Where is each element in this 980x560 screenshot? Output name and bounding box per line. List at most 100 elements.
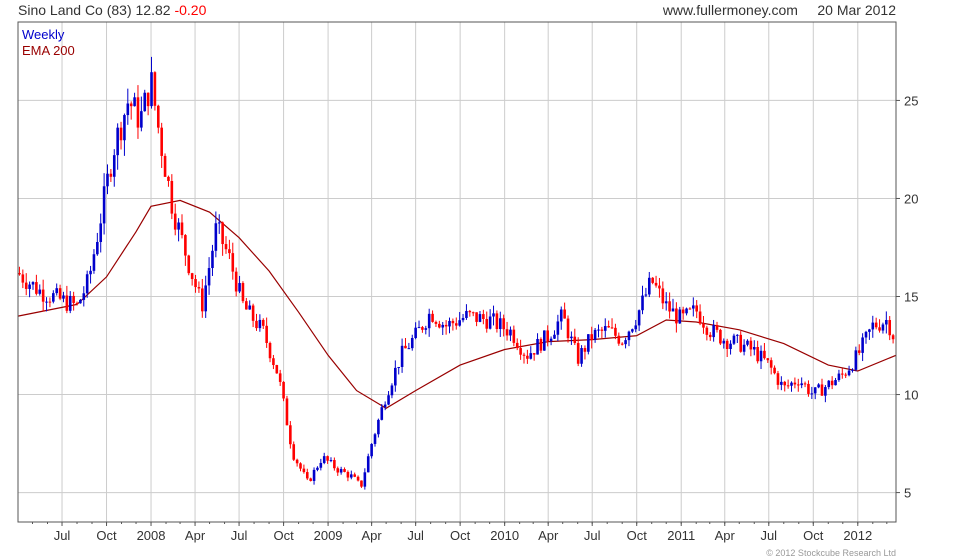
candle-body [329,460,333,462]
candle-body [549,338,553,342]
legend-weekly: Weekly [22,27,65,42]
candle-body [444,324,448,327]
candle-body [204,285,207,312]
candle-body [776,373,780,385]
candle-body [322,456,326,463]
candle-body [156,105,160,128]
candle-body [830,380,834,386]
candle-body [492,313,495,317]
x-tick-label: Apr [185,528,206,543]
x-tick-label: Jul [584,528,601,543]
candle-body [681,309,685,314]
candle-body [224,244,228,250]
candle-body [336,468,340,473]
candle-body [170,180,174,214]
candle-body [722,340,726,344]
candle-body [201,288,204,312]
candle-body [580,348,583,364]
candle-body [566,318,570,339]
x-tick-label: Apr [715,528,736,543]
candle-body [431,313,434,322]
candle-body [576,343,580,364]
candle-body [752,347,756,350]
candle-body [109,173,113,177]
candle-body [692,305,695,309]
candle-body [126,103,130,116]
candle-body [732,335,736,344]
x-tick-label: 2010 [490,528,519,543]
candle-body [18,272,21,275]
price-change: -0.20 [174,2,207,18]
candle-body [153,72,157,106]
candle-body [519,348,522,355]
source-url[interactable]: www.fullermoney.com [662,2,798,18]
candle-body [769,360,773,368]
candle-body [742,344,746,352]
candle-body [190,273,194,280]
candle-body [309,478,312,481]
candle-body [546,330,550,342]
candle-body [620,343,624,345]
candle-body [807,383,810,394]
candle-body [316,467,319,470]
candle-body [837,373,841,381]
candle-body [136,97,140,128]
candle-body [160,127,163,156]
candle-body [627,331,631,341]
candle-body [380,407,384,420]
candle-body [512,329,516,343]
candle-body [695,305,698,312]
y-tick-label: 10 [904,388,918,403]
candle-body [390,385,394,396]
candle-body [397,366,401,368]
candle-body [590,334,594,340]
candle-body [593,329,597,340]
candle-body [333,460,336,469]
candle-body [102,186,106,224]
candle-body [180,222,184,236]
candle-body [295,459,299,464]
candle-body [824,387,827,396]
candle-body [624,340,627,345]
candle-body [350,474,353,478]
candle-body [150,72,153,107]
candle-body [394,367,397,386]
candle-body [289,425,292,445]
candle-body [75,302,79,304]
candle-body [820,384,824,396]
candle-body [841,373,844,375]
candle-body [471,312,475,314]
candle-body [79,299,82,304]
candle-body [780,381,783,385]
candle-body [553,334,556,339]
candle-body [458,320,461,326]
candle-body [502,318,505,330]
x-tick-label: Oct [627,528,648,543]
candle-body [817,384,820,388]
candle-body [559,309,563,322]
candle-body [844,374,847,376]
candle-body [35,282,38,294]
candle-body [356,476,360,481]
candle-body [647,277,651,295]
candle-body [739,334,743,352]
candle-body [874,322,878,328]
candle-body [478,314,482,322]
candle-body [353,474,356,477]
candle-body [451,320,455,324]
candle-body [343,469,346,472]
candle-body [89,270,92,275]
candle-body [58,288,62,299]
ema-200-line [17,199,897,409]
candle-body [363,472,367,487]
candle-body [688,308,692,310]
candle-body [404,345,407,349]
candle-body [783,381,787,386]
candle-body [197,287,201,289]
candle-body [370,443,373,457]
candle-body [96,241,99,255]
candle-body [65,295,69,311]
candle-body [746,340,749,345]
x-tick-label: Jul [54,528,71,543]
y-tick-label: 5 [904,486,911,501]
